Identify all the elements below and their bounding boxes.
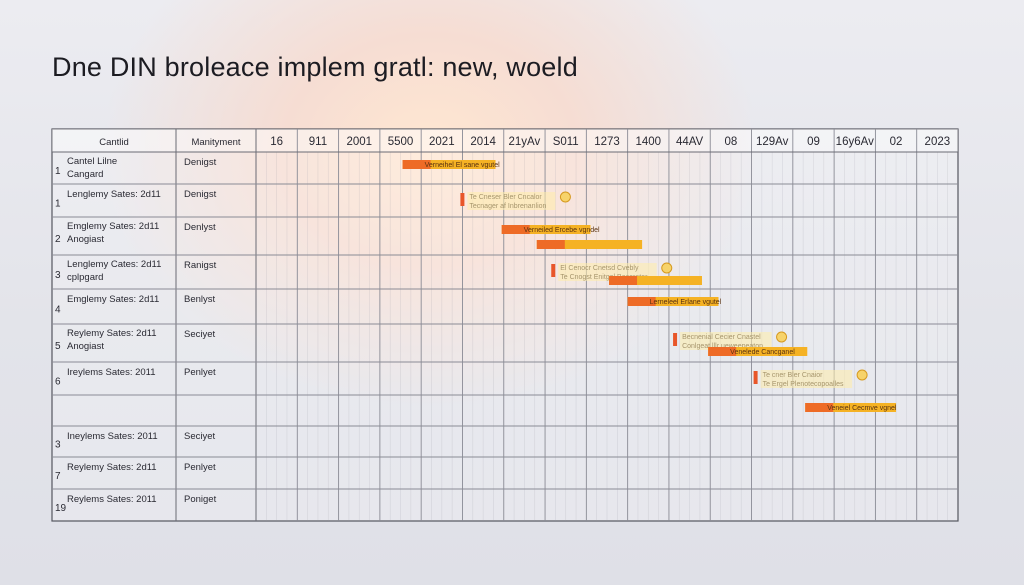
milestone-marker [460, 193, 465, 206]
timeline-tick-label: S011 [553, 136, 579, 148]
gantt-bar-start [536, 240, 565, 249]
bar-label: Verneiled Ercebe vgndel [524, 227, 600, 234]
gantt-bar-start [708, 347, 737, 356]
warning-icon [559, 191, 571, 203]
chart-title: Dne DIN broleace implem gratl: new, woel… [52, 52, 578, 82]
row-category: Ranigst [184, 260, 217, 271]
warning-icon [661, 262, 673, 274]
timeline-tick-label: 44AV [676, 136, 704, 148]
row-name: Anogiast [67, 341, 104, 352]
bar-label: Venelede Cancganel [730, 349, 795, 356]
row-category: Denlyst [184, 222, 216, 233]
warning-icon [776, 331, 788, 343]
row-index: 2 [55, 234, 61, 245]
timeline-tick-label: 129Av [756, 136, 789, 148]
timeline-tick-label: 09 [807, 136, 820, 148]
row-category: Seciyet [184, 329, 216, 340]
gantt-bar-start [402, 160, 431, 169]
milestone-marker [673, 333, 678, 346]
timeline-tick-label: 2014 [470, 136, 496, 148]
timeline-tick-label: 16y6Av [836, 136, 874, 148]
gantt-bar [805, 403, 897, 412]
gantt-bar [501, 225, 591, 234]
timeline-tick-label: 1273 [594, 136, 620, 148]
row-category: Benlyst [184, 294, 216, 305]
row-category: Penlyet [184, 367, 216, 378]
gantt-bar-start [501, 225, 530, 234]
timeline-tick-label: 2001 [346, 136, 372, 148]
label-highlight [467, 192, 556, 210]
row-name: Cantel Lilne [67, 156, 117, 167]
header-category: Manityment [191, 137, 240, 148]
row-index: 1 [55, 199, 61, 210]
bar-label: Verneihel El sane vgutel [425, 162, 501, 169]
header-name: Cantlid [99, 137, 129, 148]
gantt-bar [609, 276, 702, 285]
timeline-tick-label: 1400 [635, 136, 661, 148]
timeline-tick-label: 2023 [925, 136, 951, 148]
row-category: Seciyet [184, 431, 216, 442]
row-name: Cangard [67, 169, 103, 180]
row-index: 7 [55, 471, 61, 482]
header-band [52, 129, 958, 152]
gantt-bar [402, 160, 496, 169]
timeline-tick-label: 5500 [388, 136, 414, 148]
row-category: Denigst [184, 189, 217, 200]
row-index: 6 [55, 377, 61, 388]
gantt-bar-start [805, 403, 834, 412]
row-name: Ireylems Sates: 2011 [67, 367, 156, 378]
row-name: Reylemy Sates: 2d11 [67, 462, 157, 473]
row-name: Lenglemy Sates: 2d11 [67, 189, 161, 200]
gantt-bar [536, 240, 643, 249]
timeline-tick-label: 02 [890, 136, 903, 148]
row-name: Emglemy Sates: 2d11 [67, 294, 159, 305]
milestone-marker [551, 264, 556, 277]
row-index: 4 [55, 305, 61, 316]
row-name: Ineylems Sates: 2011 [67, 431, 158, 442]
row-index: 3 [55, 440, 61, 451]
row-category: Penlyet [184, 462, 216, 473]
row-index: 5 [55, 341, 61, 352]
gantt-bar-start [627, 297, 656, 306]
gantt-bar [708, 347, 808, 356]
row-name: Emglemy Sates: 2d11 [67, 221, 159, 232]
timeline-tick-label: 16 [270, 136, 283, 148]
row-name: cplpgard [67, 272, 103, 283]
row-category: Poniget [184, 494, 217, 505]
row-name: Lenglemy Cates: 2d11 [67, 259, 161, 270]
row-name: Reylems Sates: 2011 [67, 494, 157, 505]
row-name: Anogiast [67, 234, 104, 245]
timeline-tick-label: 2021 [429, 136, 455, 148]
gantt-bar [627, 297, 719, 306]
timeline-tick-label: 21yAv [509, 136, 541, 148]
bar-label: Lerneleel Erlane vgutel [650, 299, 722, 306]
gantt-bar-start [609, 276, 638, 285]
row-name: Reylemy Sates: 2d11 [67, 328, 157, 339]
bar-label: Veneiel Cecmve vgnel [827, 405, 897, 412]
row-index: 3 [55, 270, 61, 281]
timeline-tick-label: 08 [724, 136, 737, 148]
warning-icon [856, 369, 868, 381]
milestone-marker [753, 371, 758, 384]
row-index: 1 [55, 166, 61, 177]
label-highlight [760, 370, 853, 388]
row-index: 19 [55, 503, 67, 514]
row-category: Denigst [184, 157, 217, 168]
timeline-tick-label: 911 [309, 136, 327, 148]
label-highlight [680, 332, 772, 350]
